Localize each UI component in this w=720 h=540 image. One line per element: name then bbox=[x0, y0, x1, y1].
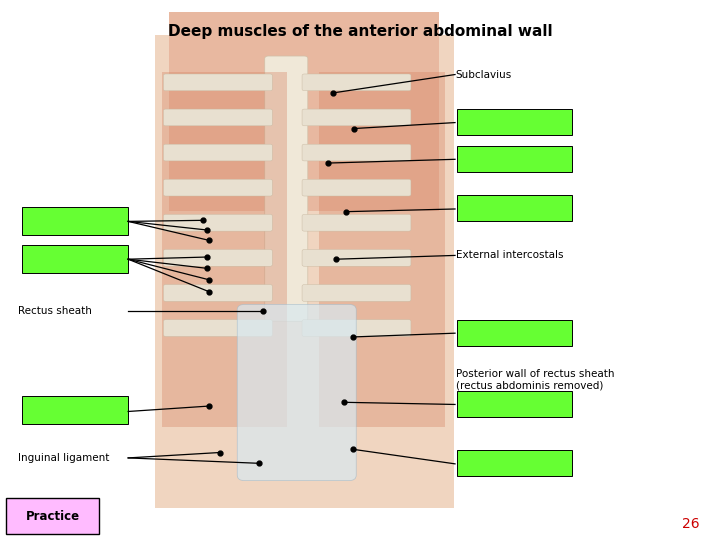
FancyBboxPatch shape bbox=[163, 109, 272, 126]
Text: Deep muscles of the anterior abdominal wall: Deep muscles of the anterior abdominal w… bbox=[168, 24, 552, 39]
Bar bbox=[162, 72, 287, 427]
Bar bbox=[457, 195, 572, 221]
Text: Inguinal ligament: Inguinal ligament bbox=[18, 453, 109, 463]
Bar bbox=[6, 498, 99, 534]
Text: Subclavius: Subclavius bbox=[456, 70, 512, 79]
Text: 26: 26 bbox=[683, 517, 700, 531]
Text: Posterior wall of rectus sheath: Posterior wall of rectus sheath bbox=[456, 369, 614, 379]
FancyBboxPatch shape bbox=[302, 74, 411, 91]
Bar bbox=[22, 245, 128, 273]
FancyBboxPatch shape bbox=[302, 249, 411, 266]
Bar bbox=[457, 391, 572, 417]
FancyBboxPatch shape bbox=[237, 305, 356, 481]
Text: (rectus abdominis removed): (rectus abdominis removed) bbox=[456, 381, 603, 390]
FancyBboxPatch shape bbox=[163, 285, 272, 301]
FancyBboxPatch shape bbox=[163, 249, 272, 266]
FancyBboxPatch shape bbox=[163, 320, 272, 336]
FancyBboxPatch shape bbox=[302, 179, 411, 196]
Bar bbox=[22, 396, 128, 424]
FancyBboxPatch shape bbox=[302, 109, 411, 126]
Bar bbox=[457, 146, 572, 172]
FancyBboxPatch shape bbox=[302, 214, 411, 231]
Bar bbox=[457, 450, 572, 476]
Bar bbox=[155, 35, 454, 508]
FancyBboxPatch shape bbox=[163, 74, 272, 91]
Bar bbox=[457, 320, 572, 346]
FancyBboxPatch shape bbox=[265, 56, 308, 321]
Bar bbox=[169, 12, 439, 211]
Bar bbox=[319, 72, 445, 427]
Bar bbox=[457, 109, 572, 135]
FancyBboxPatch shape bbox=[302, 320, 411, 336]
FancyBboxPatch shape bbox=[163, 214, 272, 231]
Text: Practice: Practice bbox=[25, 510, 80, 523]
FancyBboxPatch shape bbox=[163, 179, 272, 196]
FancyBboxPatch shape bbox=[163, 144, 272, 161]
Bar bbox=[22, 207, 128, 235]
FancyBboxPatch shape bbox=[302, 285, 411, 301]
Text: External intercostals: External intercostals bbox=[456, 251, 563, 260]
Text: Rectus sheath: Rectus sheath bbox=[18, 306, 92, 315]
FancyBboxPatch shape bbox=[302, 144, 411, 161]
